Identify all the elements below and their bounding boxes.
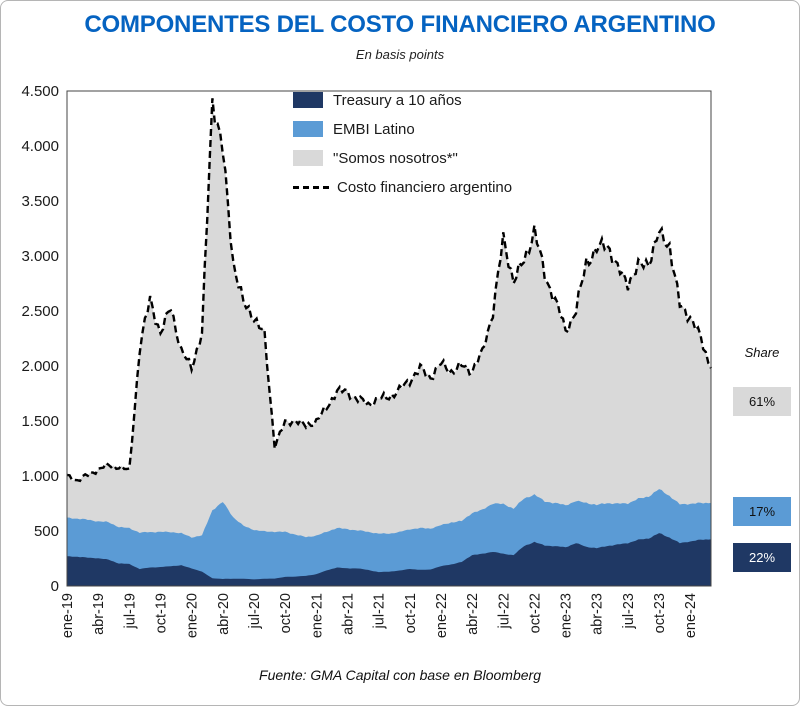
dashed-line-swatch-icon bbox=[293, 185, 329, 189]
somos-swatch-icon bbox=[293, 150, 323, 166]
legend-item-treasury: Treasury a 10 años bbox=[293, 91, 512, 109]
source-note: Fuente: GMA Capital con base en Bloomber… bbox=[259, 667, 541, 683]
svg-text:0: 0 bbox=[51, 578, 59, 595]
svg-text:oct-19: oct-19 bbox=[154, 593, 170, 633]
svg-text:jul-23: jul-23 bbox=[621, 593, 637, 629]
svg-text:ene-22: ene-22 bbox=[434, 593, 450, 638]
share-badge-somos: 61% bbox=[733, 387, 791, 416]
svg-text:ene-20: ene-20 bbox=[185, 593, 201, 638]
legend-label-embi: EMBI Latino bbox=[333, 120, 415, 138]
stacked-area-plot: 0 500 1.000 1.500 2.000 2.500 3.000 3.500 4.000 4… bbox=[21, 83, 713, 638]
svg-text:1.500: 1.500 bbox=[21, 413, 59, 430]
legend-label-costo: Costo financiero argentino bbox=[337, 178, 513, 196]
share-badge-treasury: 22% bbox=[733, 543, 791, 572]
share-panel: Share 61% 17% 22% bbox=[731, 1, 793, 705]
page-title: COMPONENTES DEL COSTO FINANCIERO ARGENTI… bbox=[84, 11, 716, 38]
svg-text:oct-21: oct-21 bbox=[403, 593, 419, 633]
embi-swatch-icon bbox=[293, 121, 323, 137]
svg-text:abr-21: abr-21 bbox=[341, 593, 357, 635]
treasury-swatch-icon bbox=[293, 92, 323, 108]
plot-container: 0 500 1.000 1.500 2.000 2.500 3.000 3.500 4.000 4… bbox=[1, 73, 799, 673]
svg-text:oct-22: oct-22 bbox=[527, 593, 543, 633]
svg-text:ene-24: ene-24 bbox=[683, 593, 699, 638]
svg-text:jul-20: jul-20 bbox=[247, 593, 263, 629]
svg-text:3.000: 3.000 bbox=[21, 248, 59, 265]
legend-item-somos: "Somos nosotros*" bbox=[293, 149, 512, 167]
svg-text:500: 500 bbox=[34, 523, 59, 540]
svg-text:ene-23: ene-23 bbox=[559, 593, 575, 638]
legend: Treasury a 10 años EMBI Latino "Somos no… bbox=[293, 91, 512, 196]
legend-item-embi: EMBI Latino bbox=[293, 120, 512, 138]
svg-text:ene-19: ene-19 bbox=[60, 593, 76, 638]
svg-text:ene-21: ene-21 bbox=[309, 593, 325, 638]
svg-text:oct-23: oct-23 bbox=[652, 593, 668, 633]
svg-text:2.500: 2.500 bbox=[21, 303, 59, 320]
svg-text:jul-21: jul-21 bbox=[372, 593, 388, 629]
legend-label-somos: "Somos nosotros*" bbox=[333, 149, 458, 167]
svg-text:abr-19: abr-19 bbox=[91, 593, 107, 635]
legend-item-costo: Costo financiero argentino bbox=[293, 178, 512, 196]
chart-subtitle: En basis points bbox=[355, 47, 445, 62]
svg-text:jul-22: jul-22 bbox=[496, 593, 512, 629]
svg-text:3.500: 3.500 bbox=[21, 193, 59, 210]
svg-text:abr-23: abr-23 bbox=[590, 593, 606, 635]
svg-text:oct-20: oct-20 bbox=[278, 593, 294, 633]
svg-text:4.000: 4.000 bbox=[21, 138, 59, 155]
svg-text:1.000: 1.000 bbox=[21, 468, 59, 485]
legend-label-treasury: Treasury a 10 años bbox=[333, 91, 462, 109]
svg-text:abr-20: abr-20 bbox=[216, 593, 232, 635]
svg-text:4.500: 4.500 bbox=[21, 83, 59, 100]
share-title: Share bbox=[744, 345, 780, 360]
svg-text:2.000: 2.000 bbox=[21, 358, 59, 375]
svg-text:jul-19: jul-19 bbox=[122, 593, 138, 629]
share-badge-embi: 17% bbox=[733, 497, 791, 526]
svg-text:abr-22: abr-22 bbox=[465, 593, 481, 635]
